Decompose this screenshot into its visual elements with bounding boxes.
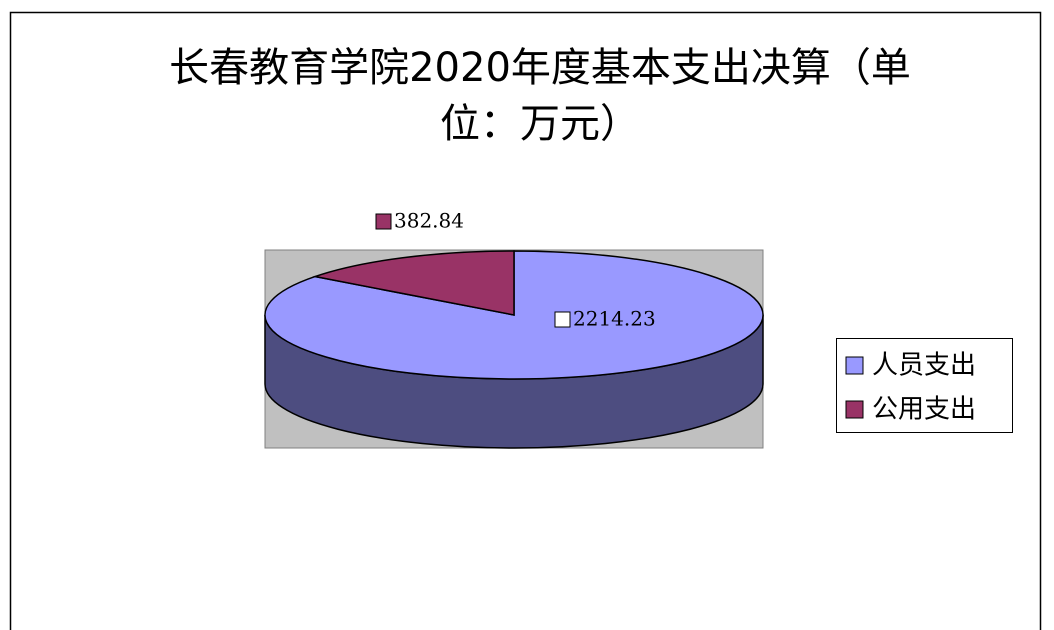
pie-slice xyxy=(312,250,515,316)
chart-title: 长春教育学院2020年度基本支出决算（单位：万元） xyxy=(169,45,911,147)
legend-key xyxy=(845,356,864,375)
legend-key xyxy=(845,400,864,419)
data-label: 2214.23 xyxy=(573,307,656,331)
legend-box xyxy=(836,338,1013,433)
label-key xyxy=(554,311,571,328)
legend-label: 人员支出 xyxy=(872,351,976,381)
data-label: 382.84 xyxy=(394,209,464,233)
label-key xyxy=(375,213,392,230)
legend-label: 公用支出 xyxy=(872,395,976,425)
